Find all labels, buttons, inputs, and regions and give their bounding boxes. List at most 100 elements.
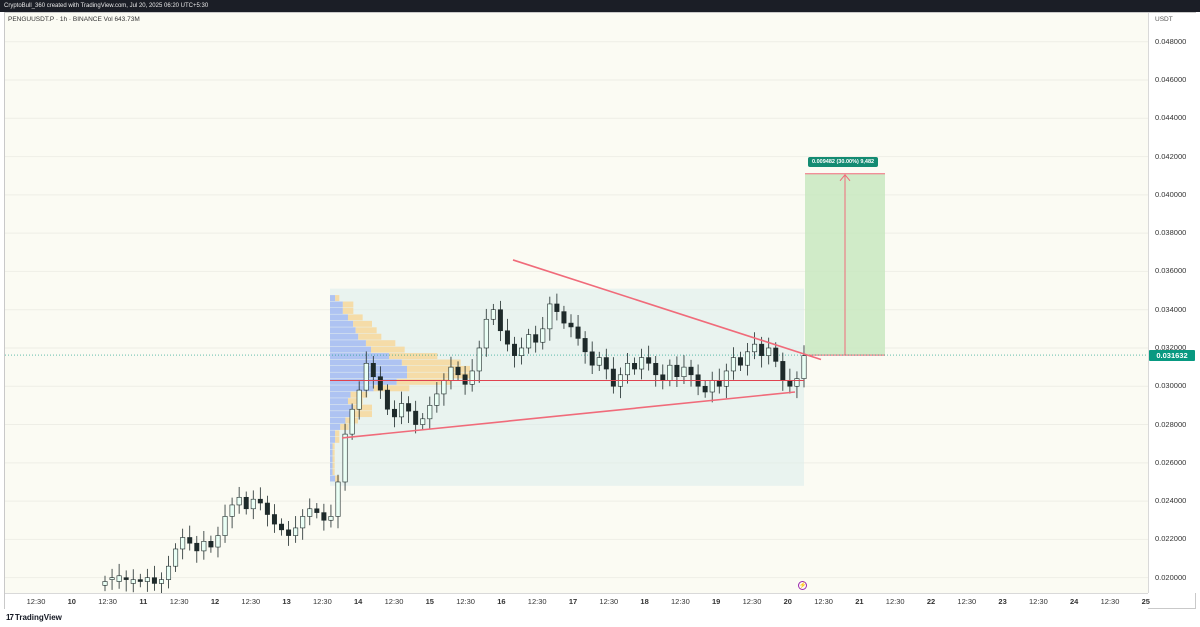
tradingview-logo[interactable]: 17 TradingView [6,613,62,622]
volume-profile-bar-orange [347,398,363,405]
time-tick-label: 12:30 [98,597,117,606]
volume-profile-bar-orange [342,301,354,308]
time-tick-label: 23 [998,597,1007,606]
volume-profile-bar-orange [353,411,372,418]
price-tick-label: 0.028000 [1155,419,1187,429]
volume-profile-bar-blue [330,423,341,430]
candle-body [441,380,447,395]
candle-body [399,403,405,418]
price-tick-label: 0.044000 [1155,113,1187,123]
volume-profile-bar-blue [330,475,336,482]
candle-body [158,579,164,584]
price-tick-label: 0.034000 [1155,304,1187,314]
candle-body [130,579,136,584]
candle-body [483,318,489,349]
time-tick-label: 12:30 [313,597,332,606]
volume-profile-bar-blue [330,353,390,360]
candle-body [801,355,807,379]
time-axis[interactable]: 12:30 10 12:30 11 12:30 12 12:30 13 12:30 14 12:30… [5,593,1150,609]
candle-body [109,577,115,580]
time-tick-label: 15 [425,597,434,606]
candle-body [709,380,715,393]
volume-profile-bar-orange [373,385,410,392]
candle-body [547,303,553,330]
candle-body [307,508,313,517]
candle-body [427,405,433,420]
volume-profile-bar-orange [396,378,452,385]
volume-profile-bar-blue [330,314,348,321]
candle-body [575,326,581,339]
time-tick-label: 24 [1070,597,1079,606]
time-tick-label: 25 [1141,597,1150,606]
time-tick-label: 12:30 [1029,597,1048,606]
candle-body [639,357,645,370]
volume-profile-bar-blue [330,320,354,327]
volume-profile-bar-orange [335,430,340,437]
candle-body [596,357,602,366]
volume-profile-bar-orange [358,333,382,340]
volume-profile-bar-blue [330,340,366,347]
top-caption-bar: CryptoBull_360 created with TradingView.… [0,0,1200,12]
last-price-tag: 0.031632 [1149,349,1195,361]
price-tick-label: 0.030000 [1155,381,1187,391]
time-tick-label: 12:30 [456,597,475,606]
volume-profile-bar-blue [330,301,343,308]
price-tick-label: 0.036000 [1155,266,1187,276]
candle-body [271,514,277,525]
price-tick-label: 0.046000 [1155,74,1187,84]
time-tick-label: 21 [855,597,864,606]
time-tick-label: 12:30 [527,597,547,606]
candle-body [420,418,426,425]
candle-body [406,403,412,412]
candle-body [250,498,256,510]
volume-profile-bar-orange [353,404,372,411]
candle-body [730,357,736,372]
candle-body [780,361,786,381]
price-tick-label: 0.042000 [1155,151,1187,161]
volume-profile-bar-orange [335,436,340,443]
candle-body [448,366,454,381]
candle-body [455,366,461,376]
volume-profile-bar-blue [330,385,374,392]
candle-body [208,541,214,548]
candle-body [314,508,320,513]
price-chart-svg[interactable] [5,13,1148,593]
volume-profile-bar-orange [407,365,470,372]
volume-profile-bar-blue [330,443,333,450]
volume-profile-bar-blue [330,430,336,437]
candle-body [526,334,532,349]
price-axis[interactable]: USDT 0.048000 0.046000 0.044000 0.042000 0.0… [1148,13,1196,593]
candle-body [356,389,362,410]
volume-profile-bar-orange [371,346,405,353]
target-measure-label: 0.009482 (30.00%) 9,482 [808,156,879,167]
price-tick-label: 0.024000 [1155,496,1187,506]
time-tick-label: 12:30 [169,597,189,606]
time-tick-label: 12:30 [814,597,833,606]
symbol-info[interactable]: PENGUUSDT.P · 1h · BINANCE Vol 643.73M [8,16,140,23]
chart-plot-area[interactable] [5,13,1148,593]
candle-body [137,579,143,582]
candle-body [187,537,193,544]
volume-profile-bar-orange [332,449,335,456]
candle-body [434,393,440,406]
candle-body [476,347,482,372]
price-tick-label: 0.026000 [1155,457,1187,467]
candle-body [512,343,518,356]
bottom-bar: 17 TradingView [0,609,1200,627]
lower-trendline [341,391,796,439]
time-tick-label: 10 [67,597,76,606]
caption-text: CryptoBull_360 created with TradingView.… [4,3,209,9]
candle-body [335,481,341,517]
volume-profile-bar-blue [330,398,348,405]
candle-body [773,347,779,362]
upper-trendline [512,259,822,361]
candle-body [328,516,334,521]
candle-body [716,380,722,387]
candle-body [370,362,376,377]
lightning-event-icon[interactable]: ⚡ [798,581,807,590]
candle-body [229,504,235,517]
price-tick-label: 0.038000 [1155,228,1187,238]
time-tick-label: 12:30 [384,597,404,606]
volume-profile-bar-blue [330,307,343,314]
candle-body [660,374,666,381]
